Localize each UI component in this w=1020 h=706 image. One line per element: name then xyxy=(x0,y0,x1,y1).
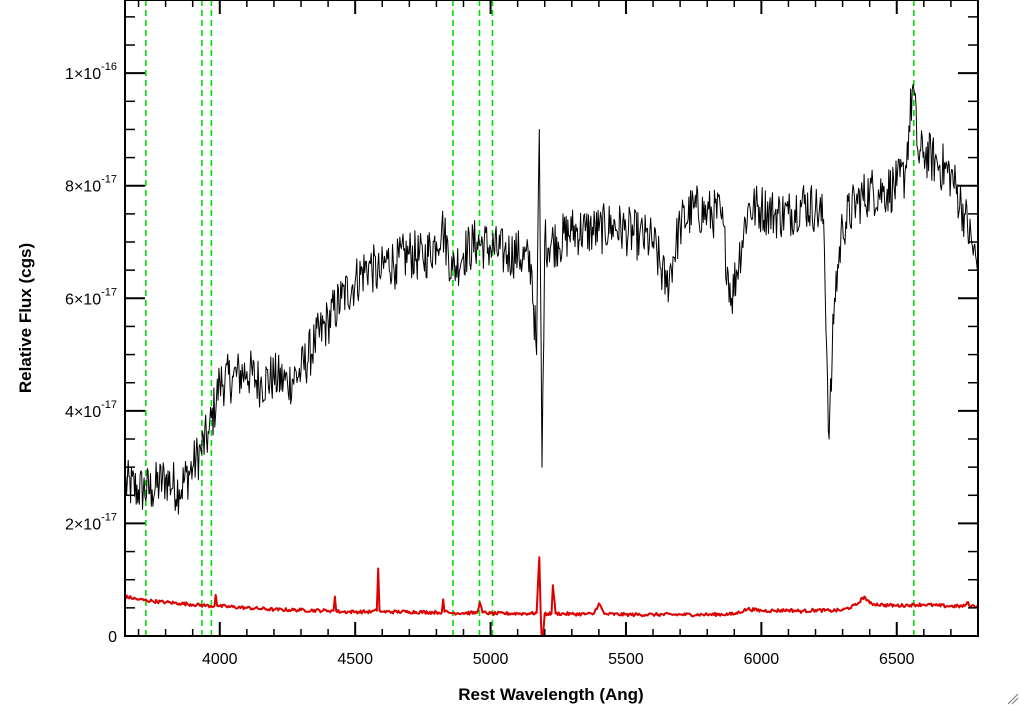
emission-line-markers xyxy=(145,0,915,636)
resize-grip-icon[interactable] xyxy=(1007,693,1019,705)
x-axis-title: Rest Wavelength (Ang) xyxy=(458,685,643,704)
y-tick-label: 1×10-16 xyxy=(65,61,117,83)
error-spectrum-line xyxy=(125,556,978,636)
plot-frame-border xyxy=(124,0,979,637)
x-tick-label: 5000 xyxy=(473,651,509,668)
x-tick-label: 6000 xyxy=(744,651,780,668)
y-tick-label: 0 xyxy=(108,629,117,646)
y-tick-label: 4×10-17 xyxy=(65,399,117,421)
spectrum-series xyxy=(125,83,978,636)
y-tick-label: 8×10-17 xyxy=(65,174,117,196)
x-tick-label: 4500 xyxy=(337,651,373,668)
plot-frame xyxy=(124,0,979,637)
x-axis-ticks: 4000 4500 5000 5500 6000 6500 xyxy=(137,0,979,668)
x-tick-label: 5500 xyxy=(608,651,644,668)
y-axis-title: Relative Flux (cgs) xyxy=(16,243,35,393)
y-axis-ticks: 0 2×10-17 4×10-17 6×10-17 8×10-17 1×10-16 xyxy=(65,16,978,646)
y-tick-label: 2×10-17 xyxy=(65,511,117,533)
y-tick-label: 6×10-17 xyxy=(65,286,117,308)
x-tick-label: 6500 xyxy=(879,651,915,668)
x-tick-label: 4000 xyxy=(202,651,238,668)
galaxy-spectrum-line xyxy=(125,83,978,515)
